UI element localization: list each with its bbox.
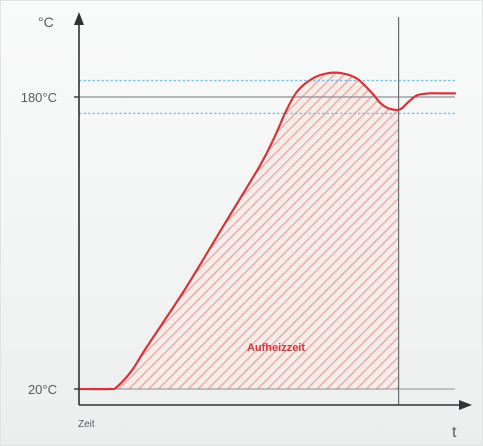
temperature-curve [77,71,457,391]
heating-time-hatched-area [79,72,399,390]
x-axis-start-label: Zeit [78,419,95,430]
x-axis-time-label: t [452,424,457,441]
y-axis-unit-label: °C [38,14,54,30]
y-tick-label-20: 20°C [28,382,57,397]
x-axis-arrow [459,400,472,410]
heating-time-label: Aufheizzeit [247,342,305,354]
y-tick-label-180: 180°C [21,90,57,105]
y-axis-arrow [74,12,84,25]
